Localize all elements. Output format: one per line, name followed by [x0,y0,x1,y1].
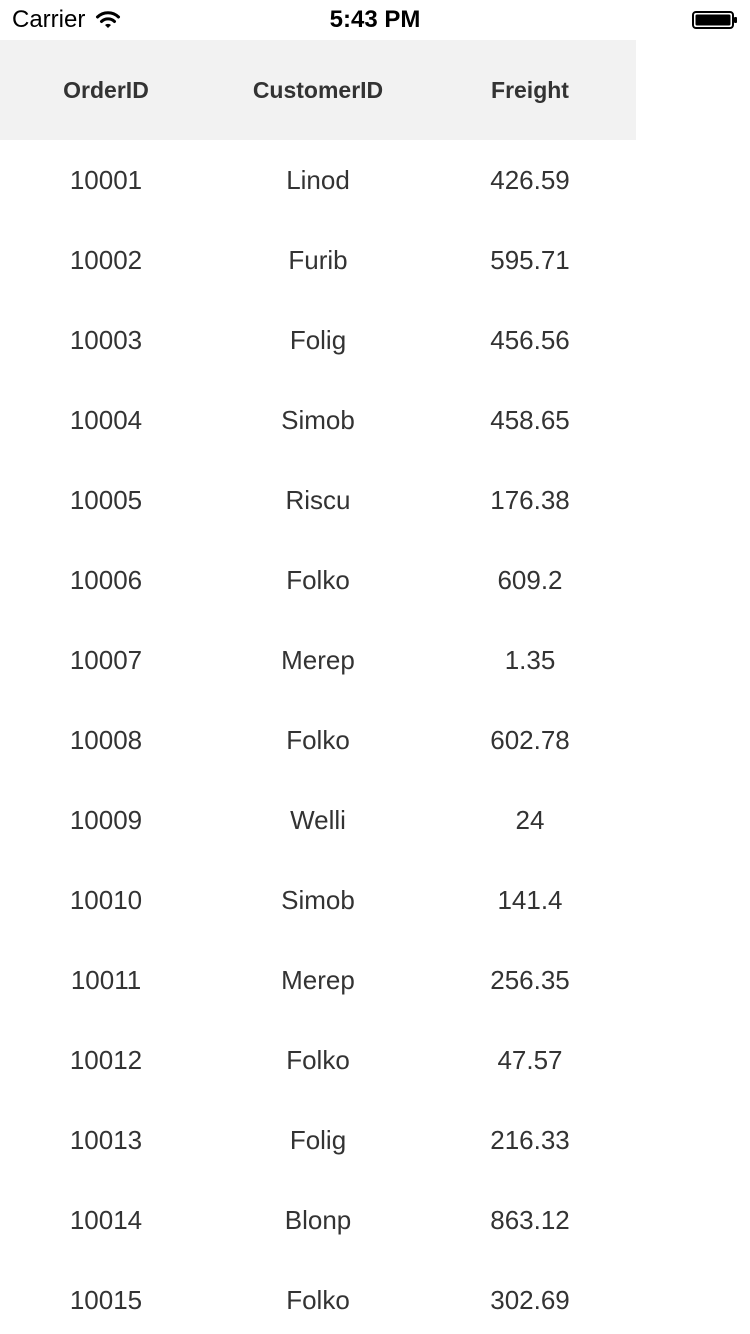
orderid-cell[interactable]: 10009 [69,804,143,835]
customerid-cell[interactable]: Merep [281,644,355,675]
customerid-cell[interactable]: Merep [281,964,355,995]
freight-cell[interactable]: 609.2 [497,564,563,595]
freight-cell[interactable]: 1.35 [504,644,556,675]
freight-cell[interactable]: 47.57 [497,1044,563,1075]
orderid-cell[interactable]: 10001 [69,164,143,195]
table-row[interactable]: 10008 Folko 602.78 [0,700,636,780]
customerid-cell[interactable]: Folko [286,724,350,755]
table-row[interactable]: 10004 Simob 458.65 [0,380,636,460]
customerid-cell[interactable]: Linod [286,164,350,195]
customerid-cell[interactable]: Folko [286,1284,350,1315]
wifi-icon [96,11,121,28]
table-row[interactable]: 10005 Riscu 176.38 [0,460,636,540]
freight-cell[interactable]: 302.69 [490,1284,570,1315]
table-row[interactable]: 10001 Linod 426.59 [0,140,636,220]
orderid-cell[interactable]: 10011 [70,964,142,995]
freight-cell[interactable]: 24 [515,804,545,835]
carrier-info: Carrier [12,6,121,34]
orderid-cell[interactable]: 10006 [69,564,143,595]
data-grid: OrderID CustomerID Freight 10001 Linod 426… [0,40,636,1334]
orderid-cell[interactable]: 10008 [69,724,143,755]
table-row[interactable]: 10010 Simob 141.4 [0,860,636,940]
orderid-cell[interactable]: 10012 [69,1044,143,1075]
orderid-cell[interactable]: 10010 [69,884,143,915]
orderid-cell[interactable]: 10004 [69,404,143,435]
freight-cell[interactable]: 456.56 [490,324,570,355]
customerid-cell[interactable]: Folko [286,564,350,595]
table-row[interactable]: 10012 Folko 47.57 [0,1020,636,1100]
orderid-cell[interactable]: 10002 [69,244,143,275]
freight-cell[interactable]: 595.71 [490,244,570,275]
table-row[interactable]: 10011 Merep 256.35 [0,940,636,1020]
table-row[interactable]: 10013 Folig 216.33 [0,1100,636,1180]
battery-full-icon [692,11,737,29]
table-row[interactable]: 10014 Blonp 863.12 [0,1180,636,1260]
customerid-cell[interactable]: Riscu [285,484,351,515]
orderid-cell[interactable]: 10003 [69,324,143,355]
freight-cell[interactable]: 863.12 [490,1204,570,1235]
carrier-label: Carrier [12,6,86,33]
orderid-cell[interactable]: 10013 [69,1124,143,1155]
customerid-cell[interactable]: Folig [289,1124,347,1155]
orderid-cell[interactable]: 10005 [69,484,143,515]
freight-cell[interactable]: 426.59 [490,164,570,195]
column-header-customerid[interactable]: CustomerID [252,76,384,103]
table-row[interactable]: 10007 Merep 1.35 [0,620,636,700]
freight-cell[interactable]: 216.33 [490,1124,570,1155]
table-row[interactable]: 10015 Folko 302.69 [0,1260,636,1334]
table-row[interactable]: 10006 Folko 609.2 [0,540,636,620]
freight-cell[interactable]: 256.35 [490,964,570,995]
status-time: 5:43 PM [329,6,421,33]
grid-header-row: OrderID CustomerID Freight [0,40,636,140]
column-header-orderid[interactable]: OrderID [63,76,149,103]
table-row[interactable]: 10003 Folig 456.56 [0,300,636,380]
grid-body: 10001 Linod 426.59 10002 Furib 595.71 10003 Fol… [0,140,636,1334]
customerid-cell[interactable]: Simob [281,404,355,435]
orderid-cell[interactable]: 10014 [69,1204,143,1235]
status-bar: Carrier 5:43 PM [0,0,750,40]
orderid-cell[interactable]: 10015 [69,1284,143,1315]
freight-cell[interactable]: 176.38 [490,484,570,515]
customerid-cell[interactable]: Folig [289,324,347,355]
freight-cell[interactable]: 141.4 [497,884,563,915]
customerid-cell[interactable]: Folko [286,1044,350,1075]
freight-cell[interactable]: 458.65 [490,404,570,435]
customerid-cell[interactable]: Welli [290,804,346,835]
table-row[interactable]: 10002 Furib 595.71 [0,220,636,300]
table-row[interactable]: 10009 Welli 24 [0,780,636,860]
customerid-cell[interactable]: Simob [281,884,355,915]
customerid-cell[interactable]: Blonp [284,1204,352,1235]
customerid-cell[interactable]: Furib [288,244,348,275]
column-header-freight[interactable]: Freight [491,76,569,103]
orderid-cell[interactable]: 10007 [69,644,143,675]
freight-cell[interactable]: 602.78 [490,724,570,755]
